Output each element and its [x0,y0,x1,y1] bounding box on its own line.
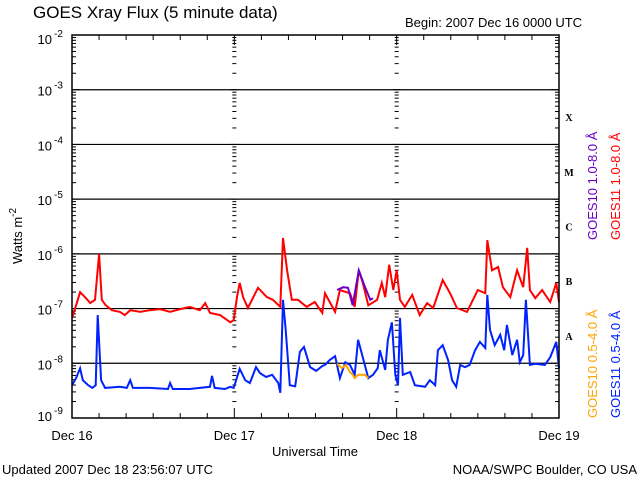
y-tick-exponent: -3 [54,81,63,92]
y-axis-label: Watts m-2 [8,207,25,264]
legend: GOES10 1.0-8.0 Å GOES11 1.0-8.0 Å GOES10 0… [585,131,623,418]
flare-class-m: M [564,168,574,179]
y-tick-exponent: -6 [54,245,63,256]
y-tick-base: 10 [38,409,52,424]
axis-ticks [71,35,560,419]
flare-class-a: A [565,332,573,343]
flare-class-x: X [565,113,573,124]
legend-entry: GOES10 1.0-8.0 Å [585,131,600,240]
y-tick-exponent: -9 [54,406,63,417]
y-tick-exponent: -4 [54,135,63,146]
y-tick-base: 10 [38,303,52,318]
x-tick-label: Dec 19 [538,428,579,443]
y-axis-label-sup: -2 [8,207,19,216]
x-tick-label: Dec 18 [376,428,417,443]
flare-class-c: C [565,223,572,234]
begin-time: Begin: 2007 Dec 16 0000 UTC [405,15,582,30]
y-tick-base: 10 [38,357,52,372]
y-tick-base: 10 [38,138,52,153]
chart-title: GOES Xray Flux (5 minute data) [33,3,278,22]
y-tick-base: 10 [38,193,52,208]
plot-frame [71,34,560,419]
series-line-goes11-0 [71,237,560,324]
source-credit: NOAA/SWPC Boulder, CO USA [453,462,638,477]
legend-entry: GOES10 0.5-4.0 Å [585,309,600,418]
y-axis-label-text: Watts m [10,217,25,264]
y-tick-base: 10 [38,84,52,99]
y-tick-exponent: -2 [54,29,63,40]
y-tick-exponent: -5 [54,190,63,201]
series-line-goes11-2 [71,294,560,393]
series-line-goes10-3 [336,363,369,380]
y-tick-exponent: -7 [54,300,63,311]
y-tick-labels: 10-210-310-410-510-610-710-810-9 [38,29,64,424]
y-tick-base: 10 [38,32,52,47]
gridlines [72,89,559,364]
x-tick-labels: Dec 16 Dec 17 Dec 18 Dec 19 [51,428,579,443]
flare-class-labels: X M C B A [564,113,574,343]
series-line-goes10-1 [336,266,374,306]
x-tick-label: Dec 16 [51,428,92,443]
x-axis-label: Universal Time [272,444,358,459]
legend-entry: GOES11 0.5-4.0 Å [608,310,623,418]
y-tick-exponent: -8 [54,354,63,365]
series-lines [71,237,560,393]
y-tick-base: 10 [38,248,52,263]
updated-timestamp: Updated 2007 Dec 18 23:56:07 UTC [2,462,213,477]
legend-entry: GOES11 1.0-8.0 Å [608,132,623,240]
x-tick-label: Dec 17 [214,428,255,443]
flare-class-b: B [566,277,573,288]
